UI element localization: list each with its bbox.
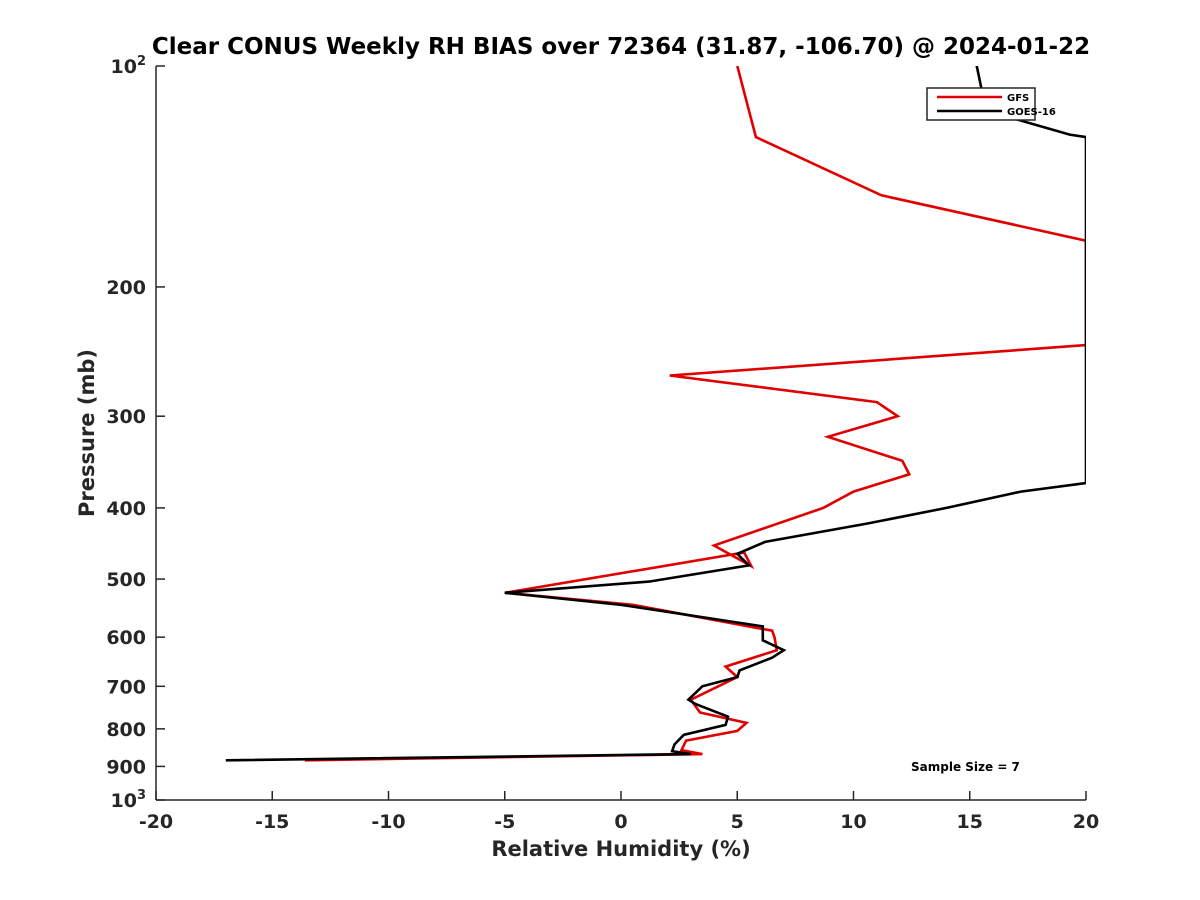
y-tick-label: 800: [106, 719, 146, 741]
y-tick-label: 103: [111, 788, 147, 812]
y-tick-label: 900: [106, 756, 146, 778]
x-tick-label: -10: [371, 811, 405, 833]
chart-title: Clear CONUS Weekly RH BIAS over 72364 (3…: [152, 34, 1090, 60]
legend-label-1: GOES-16: [1007, 107, 1056, 118]
x-axis-label: Relative Humidity (%): [491, 837, 750, 861]
series-layer: [225, 66, 1086, 762]
x-tick-label: 0: [614, 811, 627, 833]
x-tick-label: -15: [255, 811, 289, 833]
y-tick-label: 300: [106, 406, 146, 428]
y-axis-label: Pressure (mb): [75, 349, 99, 517]
series-line-1: [225, 66, 1086, 762]
legend: GFS GOES-16: [926, 87, 1056, 121]
y-tick-label: 700: [106, 676, 146, 698]
axes-layer: -20 -15 -10 -5 0 5 10 15 20 102 200 300 400 500 600 700…: [106, 54, 1099, 833]
x-tick-label: 20: [1073, 811, 1099, 833]
x-tick-label: -20: [139, 811, 173, 833]
series-line-0: [304, 66, 1086, 762]
plot-area: [156, 66, 1086, 800]
x-tick-label: -5: [494, 811, 515, 833]
legend-box: [926, 87, 1036, 121]
y-tick-label: 200: [106, 277, 146, 299]
x-tick-label: 5: [731, 811, 744, 833]
y-tick-label: 102: [111, 54, 147, 78]
x-tick-label: 10: [840, 811, 866, 833]
sample-size-annotation: Sample Size = 7: [911, 760, 1020, 774]
y-tick-label: 600: [106, 627, 146, 649]
legend-label-0: GFS: [1007, 93, 1029, 104]
x-tick-label: 15: [957, 811, 983, 833]
y-tick-label: 500: [106, 569, 146, 591]
y-tick-label: 400: [106, 498, 146, 520]
